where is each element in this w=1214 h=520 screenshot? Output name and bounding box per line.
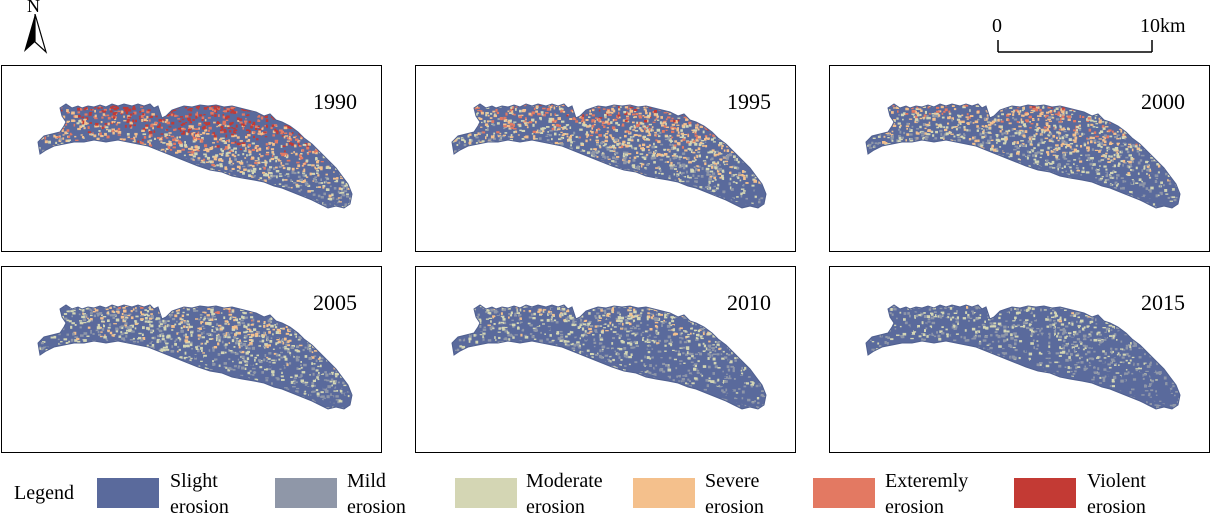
watershed-area bbox=[34, 102, 359, 213]
panel-year-label: 2010 bbox=[727, 291, 771, 315]
watershed-area bbox=[448, 303, 773, 414]
map-panel-2005: 2005 bbox=[1, 266, 382, 453]
map-panel-2015: 2015 bbox=[829, 266, 1210, 453]
scale-start-label: 0 bbox=[992, 16, 1002, 36]
watershed-area bbox=[34, 303, 358, 413]
watershed-area bbox=[862, 303, 1187, 414]
legend-swatch-violent bbox=[1014, 478, 1076, 508]
map-panel-1990: 1990 bbox=[1, 65, 382, 252]
map-panel-1995: 1995 bbox=[415, 65, 796, 252]
map-panel-2010: 2010 bbox=[415, 266, 796, 453]
north-arrow-icon bbox=[18, 14, 52, 56]
legend-swatch-moderate bbox=[455, 478, 517, 508]
legend-swatch-mild bbox=[275, 478, 337, 508]
north-arrow-label: N bbox=[27, 0, 40, 15]
panel-year-label: 1995 bbox=[727, 90, 771, 114]
north-arrow: N bbox=[18, 0, 52, 58]
legend-swatch-extremely bbox=[813, 478, 875, 508]
panel-year-label: 2000 bbox=[1141, 90, 1185, 114]
scale-bar: 0 10km bbox=[990, 12, 1205, 57]
panel-year-label: 2005 bbox=[313, 291, 357, 315]
watershed-area bbox=[862, 102, 1187, 213]
legend-title: Legend bbox=[14, 482, 74, 504]
legend-swatch-severe bbox=[633, 478, 695, 508]
legend-swatch-slight bbox=[97, 478, 159, 508]
map-panel-2000: 2000 bbox=[829, 65, 1210, 252]
watershed-area bbox=[448, 102, 773, 213]
panel-year-label: 1990 bbox=[313, 90, 357, 114]
panel-year-label: 2015 bbox=[1141, 291, 1185, 315]
scale-end-label: 10km bbox=[1140, 16, 1186, 36]
